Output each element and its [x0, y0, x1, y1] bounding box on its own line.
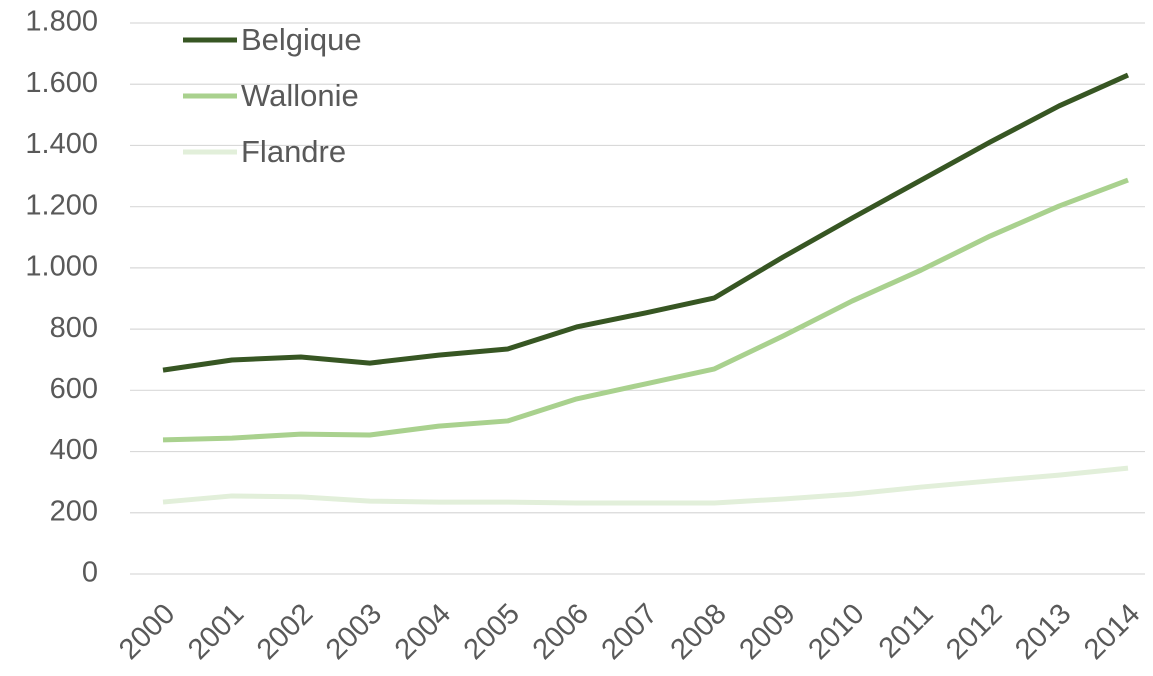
- series-line: [162, 177, 1129, 443]
- y-tick-label: 1.400: [25, 128, 98, 160]
- legend-label: Flandre: [241, 134, 346, 169]
- y-tick-label: 400: [50, 434, 98, 466]
- x-tick-label: 2013: [1009, 598, 1077, 666]
- x-tick-label: 2001: [182, 598, 250, 666]
- x-tick-label: 2005: [458, 598, 526, 666]
- series-line: [162, 465, 1129, 506]
- y-tick-label: 0: [82, 557, 98, 589]
- x-tick-label: 2006: [527, 598, 595, 666]
- y-tick-label: 1.000: [25, 251, 98, 283]
- x-tick-label: 2011: [873, 598, 940, 665]
- x-tick-label: 2009: [733, 598, 801, 666]
- x-tick-label: 2007: [596, 598, 664, 666]
- y-tick-label: 1.600: [25, 67, 98, 99]
- y-tick-label: 200: [50, 495, 98, 527]
- x-tick-label: 2010: [802, 598, 870, 666]
- y-tick-label: 1.800: [25, 6, 98, 38]
- legend-label: Belgique: [241, 22, 362, 57]
- legend-label: Wallonie: [241, 78, 359, 113]
- y-tick-label: 1.200: [25, 189, 98, 221]
- y-tick-label: 600: [50, 373, 98, 405]
- x-tick-label: 2002: [251, 598, 319, 666]
- x-tick-label: 2004: [389, 598, 457, 666]
- x-tick-label: 2000: [113, 598, 181, 666]
- x-tick-label: 2014: [1078, 598, 1146, 666]
- x-tick-label: 2003: [320, 598, 388, 666]
- x-tick-label: 2008: [665, 598, 733, 666]
- series-line: [162, 72, 1130, 373]
- y-tick-label: 800: [50, 312, 98, 344]
- x-tick-label: 2012: [940, 598, 1008, 666]
